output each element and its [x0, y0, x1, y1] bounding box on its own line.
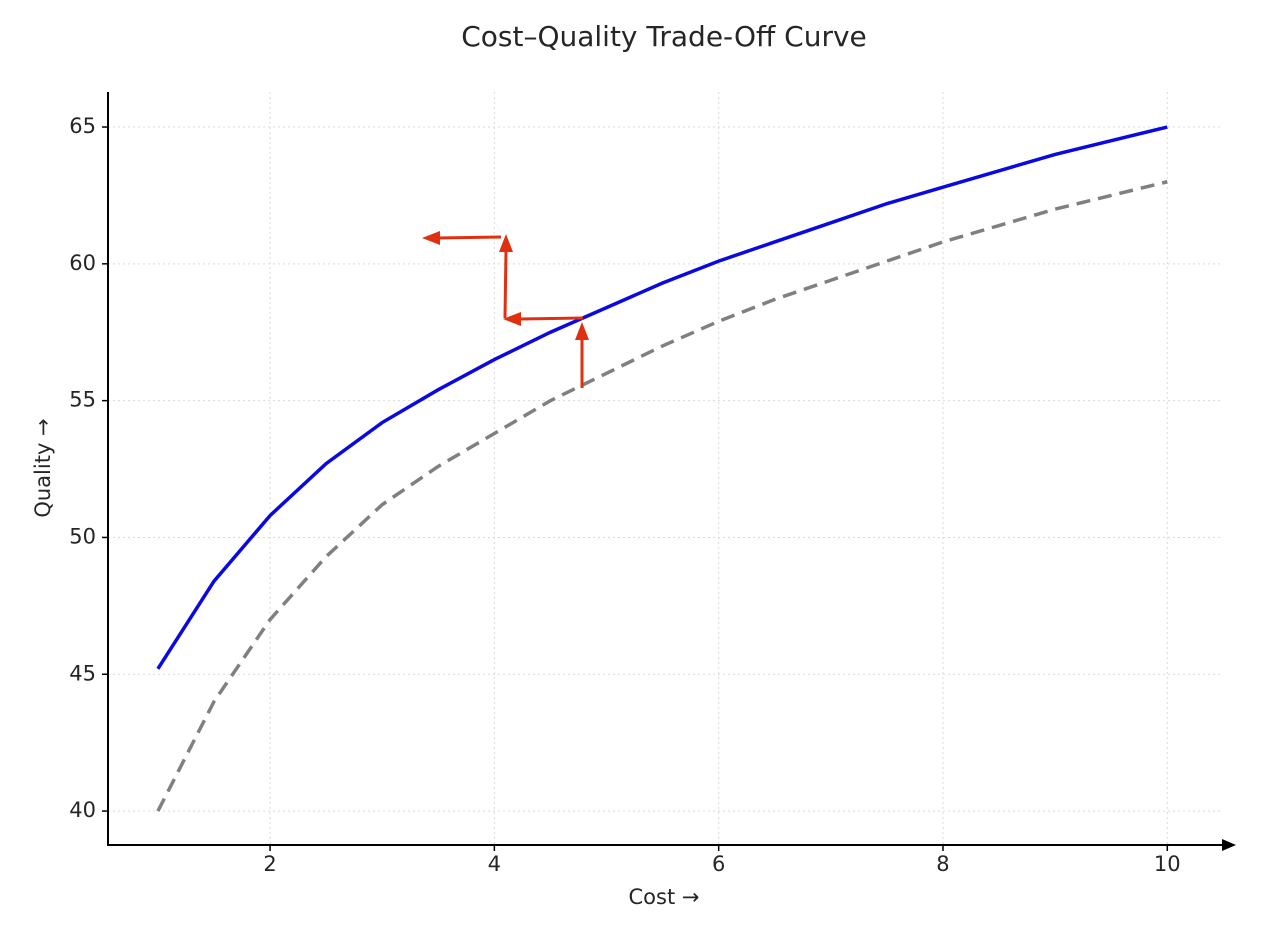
y-tick-label: 60 [69, 251, 96, 275]
x-tick-label: 8 [936, 852, 949, 876]
arrowhead [422, 231, 440, 245]
arrowhead [575, 322, 589, 340]
y-tick-label: 55 [69, 388, 96, 412]
arrowhead [499, 234, 513, 252]
arrow [519, 316, 584, 321]
x-axis-arrowhead [1222, 839, 1236, 851]
series-line [156, 180, 1168, 812]
series-line [156, 125, 1168, 670]
arrowhead [503, 312, 521, 326]
y-tick-label: 65 [69, 114, 96, 138]
annotation-arrows [422, 231, 589, 388]
x-axis-label: Cost → [629, 885, 700, 909]
x-tick-label: 2 [263, 852, 276, 876]
plot-area: 40 45 50 55 60 65 2 4 6 8 10 [69, 92, 1220, 876]
x-tick-label: 6 [712, 852, 725, 876]
y-tick-label: 50 [69, 524, 96, 548]
y-tick-label: 45 [69, 661, 96, 685]
arrow [437, 235, 502, 240]
y-tick-label: 40 [69, 798, 96, 822]
x-tick-label: 4 [488, 852, 501, 876]
y-axis-label: Quality → [31, 418, 55, 517]
x-tick-label: 10 [1154, 852, 1181, 876]
chart-title: Cost–Quality Trade-Off Curve [461, 20, 867, 53]
arrow [503, 249, 508, 319]
